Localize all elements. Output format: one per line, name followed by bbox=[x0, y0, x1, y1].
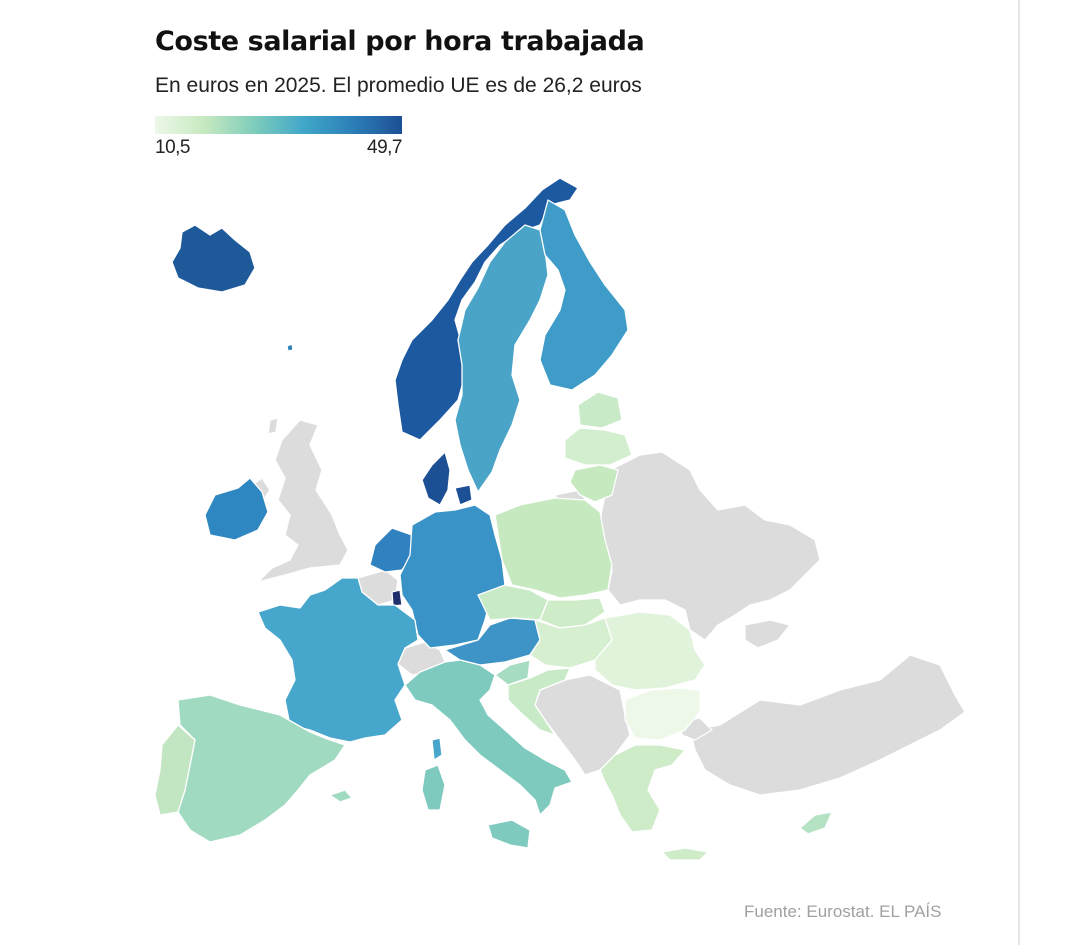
region-sweden[interactable] bbox=[454, 224, 549, 493]
region-romania[interactable] bbox=[594, 611, 706, 691]
region-crete[interactable] bbox=[661, 847, 709, 861]
color-scale-bar bbox=[155, 116, 402, 134]
region-latvia[interactable] bbox=[564, 427, 633, 466]
no-data-regions bbox=[247, 417, 966, 796]
region-slovakia[interactable] bbox=[539, 597, 606, 629]
region-finland[interactable] bbox=[539, 199, 629, 391]
region-denmark[interactable] bbox=[421, 451, 451, 506]
color-legend: 10,5 49,7 bbox=[155, 116, 402, 159]
region-lithuania[interactable] bbox=[569, 464, 619, 503]
region-corsica[interactable] bbox=[431, 737, 443, 761]
region-cyprus[interactable] bbox=[799, 811, 833, 835]
region-iceland[interactable] bbox=[171, 224, 256, 293]
legend-max-label: 49,7 bbox=[367, 137, 402, 158]
region-france[interactable] bbox=[257, 577, 419, 743]
region-crimea[interactable] bbox=[744, 619, 791, 649]
region-greece[interactable] bbox=[599, 744, 686, 833]
region-turkey[interactable] bbox=[689, 654, 966, 796]
region-italy[interactable] bbox=[404, 659, 573, 816]
page-divider bbox=[1018, 0, 1020, 945]
region-sardinia[interactable] bbox=[421, 764, 446, 811]
chart-title: Coste salarial por hora trabajada bbox=[155, 26, 645, 57]
region-slovenia[interactable] bbox=[494, 659, 531, 686]
region-sicily[interactable] bbox=[487, 819, 531, 849]
region-denmark-islands[interactable] bbox=[454, 484, 473, 506]
region-poland[interactable] bbox=[494, 497, 613, 599]
region-estonia[interactable] bbox=[577, 391, 623, 429]
region-bulgaria[interactable] bbox=[624, 687, 701, 741]
legend-min-label: 10,5 bbox=[155, 137, 190, 158]
region-ireland[interactable] bbox=[204, 477, 269, 541]
region-germany[interactable] bbox=[399, 504, 506, 649]
chart-subtitle: En euros en 2025. El promedio UE es de 2… bbox=[155, 74, 642, 97]
region-croatia[interactable] bbox=[507, 667, 571, 736]
region-uk[interactable] bbox=[257, 419, 349, 583]
source-note: Fuente: Eurostat. EL PAÍS bbox=[744, 902, 942, 921]
region-east[interactable] bbox=[599, 451, 821, 641]
data-regions bbox=[154, 177, 833, 861]
region-luxembourg[interactable] bbox=[391, 589, 403, 607]
region-portugal[interactable] bbox=[154, 724, 196, 816]
region-uk-islands[interactable] bbox=[267, 417, 279, 435]
region-faroe[interactable] bbox=[286, 343, 294, 352]
region-balearics[interactable] bbox=[329, 789, 353, 803]
